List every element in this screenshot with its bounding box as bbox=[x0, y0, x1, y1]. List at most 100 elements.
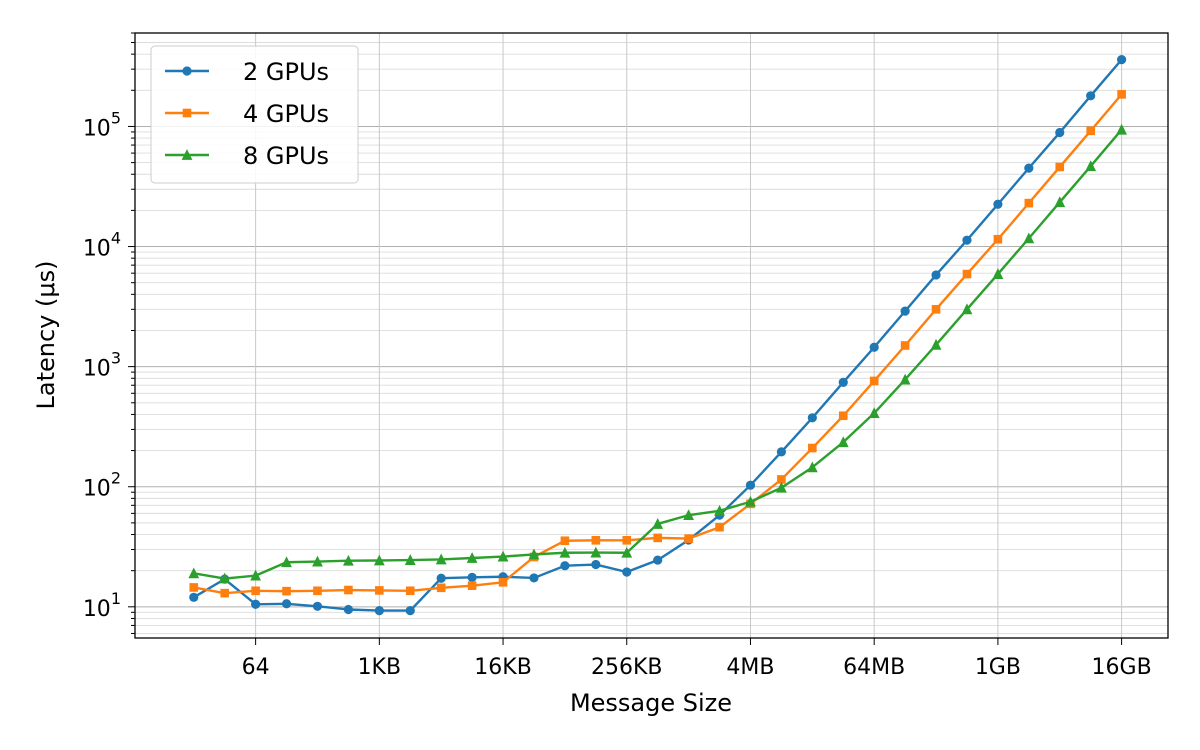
data-point-2-gpus bbox=[436, 573, 446, 583]
data-point-8-gpus bbox=[312, 555, 323, 567]
data-point-2-gpus bbox=[1086, 91, 1096, 101]
data-point-8-gpus bbox=[868, 407, 880, 419]
data-point-8-gpus bbox=[961, 303, 973, 315]
x-tick-label: 256KB bbox=[591, 655, 663, 680]
grid-lines bbox=[135, 32, 1168, 638]
x-tick-label: 64 bbox=[242, 655, 270, 680]
data-point-8-gpus bbox=[559, 546, 571, 558]
data-point-2-gpus bbox=[653, 555, 663, 565]
data-point-8-gpus bbox=[497, 550, 509, 562]
data-point-4-gpus bbox=[344, 585, 353, 595]
x-tick-label: 1KB bbox=[358, 655, 402, 680]
legend-box bbox=[150, 45, 359, 184]
data-point-4-gpus bbox=[560, 536, 570, 546]
data-point-4-gpus bbox=[931, 305, 941, 314]
data-point-2-gpus bbox=[1024, 163, 1034, 173]
data-point-8-gpus bbox=[992, 268, 1004, 279]
data-point-2-gpus bbox=[869, 342, 879, 352]
legend-label: 8 GPUs bbox=[243, 142, 329, 170]
data-point-4-gpus bbox=[869, 376, 879, 386]
data-point-2-gpus bbox=[189, 592, 199, 602]
data-point-8-gpus bbox=[930, 338, 942, 350]
data-point-4-gpus bbox=[838, 411, 848, 421]
data-point-8-gpus bbox=[404, 554, 416, 565]
data-point-8-gpus bbox=[250, 569, 262, 581]
data-point-2-gpus bbox=[993, 199, 1003, 209]
data-point-2-gpus bbox=[405, 606, 415, 616]
data-point-4-gpus bbox=[1024, 198, 1034, 208]
x-tick-label: 16KB bbox=[474, 655, 532, 680]
data-point-8-gpus bbox=[1085, 160, 1097, 172]
x-axis-label: Message Size bbox=[570, 689, 732, 717]
y-tick-label: 104 bbox=[83, 229, 121, 262]
data-point-8-gpus bbox=[1023, 232, 1035, 244]
data-point-8-gpus bbox=[281, 556, 292, 568]
y-axis-label: Latency (μs) bbox=[32, 261, 60, 410]
x-tick-label: 16GB bbox=[1092, 655, 1152, 680]
data-point-2-gpus bbox=[251, 599, 261, 609]
data-point-8-gpus bbox=[528, 548, 540, 560]
data-point-2-gpus bbox=[467, 572, 477, 582]
data-point-2-gpus bbox=[962, 235, 972, 245]
legend-label: 2 GPUs bbox=[243, 58, 329, 86]
data-point-2-gpus bbox=[807, 413, 817, 423]
data-point-4-gpus bbox=[405, 586, 415, 596]
data-point-8-gpus bbox=[343, 554, 354, 566]
data-point-2-gpus bbox=[591, 559, 601, 570]
legend-item-2-gpus: 2 GPUs bbox=[165, 58, 329, 86]
plot-frame bbox=[134, 32, 1169, 639]
data-point-8-gpus bbox=[899, 373, 911, 385]
data-point-4-gpus bbox=[1117, 90, 1126, 99]
data-point-4-gpus bbox=[900, 341, 910, 350]
data-point-8-gpus bbox=[683, 509, 695, 521]
data-point-4-gpus bbox=[313, 586, 322, 596]
data-point-2-gpus bbox=[374, 606, 384, 616]
data-point-8-gpus bbox=[1054, 196, 1066, 208]
legend-label: 4 GPUs bbox=[243, 100, 329, 128]
axis-ticks: 101 102 103 104 105 64 1KB 16KB 256KB 4MB 64MB 1GB 1… bbox=[83, 32, 1152, 680]
data-point-8-gpus bbox=[652, 518, 664, 529]
data-point-8-gpus bbox=[775, 481, 787, 493]
data-point-8-gpus bbox=[1116, 123, 1128, 135]
data-point-8-gpus bbox=[435, 553, 447, 565]
data-point-4-gpus bbox=[962, 269, 972, 279]
data-point-8-gpus bbox=[590, 546, 602, 558]
data-point-2-gpus bbox=[1117, 55, 1127, 65]
x-tick-label: 1GB bbox=[975, 655, 1021, 680]
data-point-2-gpus bbox=[343, 604, 354, 615]
data-point-4-gpus bbox=[684, 534, 693, 543]
data-point-2-gpus bbox=[281, 599, 292, 609]
series-line-8-gpus bbox=[193, 128, 1123, 580]
y-tick-label: 101 bbox=[83, 589, 121, 622]
series-layer bbox=[188, 55, 1128, 616]
y-tick-label: 105 bbox=[83, 108, 121, 141]
data-point-4-gpus bbox=[993, 234, 1003, 244]
legend-marker-2-gpus bbox=[182, 66, 192, 76]
data-point-4-gpus bbox=[1055, 162, 1065, 172]
data-point-4-gpus bbox=[498, 578, 508, 587]
data-point-4-gpus bbox=[715, 522, 724, 532]
data-point-4-gpus bbox=[622, 536, 632, 545]
y-tick-label: 103 bbox=[83, 349, 121, 382]
data-point-4-gpus bbox=[777, 475, 786, 484]
data-point-4-gpus bbox=[591, 536, 601, 545]
data-point-2-gpus bbox=[312, 601, 323, 611]
data-point-8-gpus bbox=[373, 554, 385, 566]
data-point-4-gpus bbox=[282, 586, 291, 596]
data-point-4-gpus bbox=[1086, 126, 1095, 136]
data-point-2-gpus bbox=[838, 377, 848, 387]
x-tick-label: 64MB bbox=[843, 655, 905, 680]
data-point-8-gpus bbox=[621, 546, 633, 558]
data-point-8-gpus bbox=[466, 552, 478, 563]
x-tick-label: 4MB bbox=[726, 655, 774, 680]
data-point-4-gpus bbox=[251, 586, 260, 596]
series-4-gpus bbox=[189, 90, 1126, 598]
data-point-4-gpus bbox=[808, 443, 817, 453]
y-tick-label: 102 bbox=[83, 469, 121, 502]
data-point-4-gpus bbox=[436, 583, 446, 593]
data-point-4-gpus bbox=[653, 533, 662, 543]
data-point-2-gpus bbox=[1055, 127, 1065, 138]
data-point-4-gpus bbox=[220, 588, 229, 598]
data-point-4-gpus bbox=[467, 581, 477, 590]
